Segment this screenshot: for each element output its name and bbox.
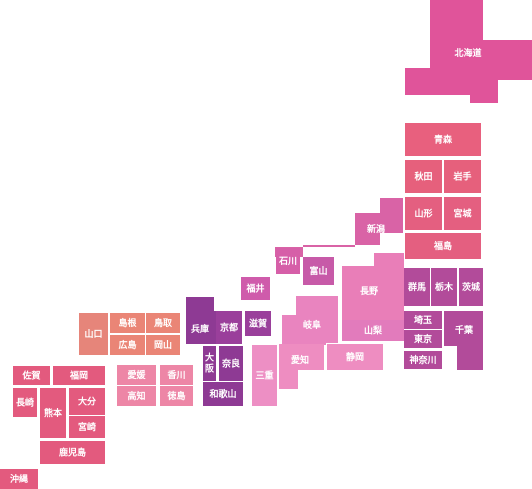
prefecture-label-nagano: 長野 <box>360 286 378 297</box>
prefecture-label-yamanashi: 山梨 <box>364 325 383 337</box>
prefecture-saitama[interactable] <box>404 311 442 329</box>
prefecture-saga[interactable] <box>13 366 50 385</box>
prefecture-miyagi[interactable] <box>444 197 481 230</box>
prefecture-tochigi[interactable] <box>431 268 457 306</box>
prefecture-kumamoto[interactable] <box>40 388 66 438</box>
prefecture-label-fukushima: 福島 <box>433 240 452 252</box>
prefecture-label-akita: 秋田 <box>413 171 432 183</box>
prefecture-label-hokkaido: 北海道 <box>454 47 481 59</box>
prefecture-label-tottori: 鳥取 <box>154 317 173 329</box>
prefecture-ibaraki[interactable] <box>459 268 483 306</box>
prefecture-label-oita: 大分 <box>78 396 96 408</box>
prefecture-kanagawa[interactable] <box>404 351 442 369</box>
prefecture-gifu[interactable] <box>282 296 338 345</box>
prefecture-iwate[interactable] <box>444 160 481 193</box>
prefecture-label-iwate: 岩手 <box>452 171 471 183</box>
prefecture-ishikawa[interactable] <box>276 248 300 274</box>
prefecture-label-mie: 三重 <box>255 370 273 382</box>
prefecture-label-aichi: 愛知 <box>291 354 309 366</box>
prefecture-label-gunma: 群馬 <box>407 281 426 293</box>
prefecture-oita[interactable] <box>69 388 105 415</box>
prefecture-nagasaki[interactable] <box>13 388 37 417</box>
prefecture-nagano[interactable] <box>342 253 404 320</box>
prefecture-label-yamagata: 山形 <box>414 208 432 220</box>
prefecture-label-shimane: 島根 <box>118 317 137 329</box>
prefecture-label-shizuoka: 静岡 <box>346 351 364 363</box>
prefecture-label-miyazaki: 宮崎 <box>78 421 96 433</box>
prefecture-tokushima[interactable] <box>160 386 193 406</box>
prefecture-kagoshima[interactable] <box>40 441 105 464</box>
prefecture-hokkaido[interactable] <box>405 0 532 103</box>
prefecture-label-okayama: 岡山 <box>154 339 172 351</box>
prefecture-label-ishikawa: 石川 <box>278 256 297 267</box>
prefecture-shiga[interactable] <box>245 311 271 336</box>
prefecture-tokyo[interactable] <box>404 330 442 348</box>
prefecture-label-kochi: 高知 <box>127 390 145 402</box>
prefecture-fukushima[interactable] <box>405 233 481 259</box>
prefecture-label-niigata: 新潟 <box>367 223 385 235</box>
prefecture-label-tokushima: 徳島 <box>166 390 185 402</box>
prefecture-label-wakayama: 和歌山 <box>208 388 236 400</box>
prefecture-label-kagawa: 香川 <box>166 369 185 381</box>
prefecture-label-aomori: 青森 <box>434 134 453 146</box>
prefecture-fukuoka[interactable] <box>53 366 105 385</box>
prefecture-yamaguchi[interactable] <box>79 313 108 355</box>
prefecture-toyama[interactable] <box>303 257 334 285</box>
prefecture-osaka[interactable] <box>203 346 216 381</box>
prefecture-gunma[interactable] <box>404 268 430 306</box>
prefecture-label-tochigi: 栃木 <box>435 281 454 293</box>
prefecture-wakayama[interactable] <box>203 382 243 406</box>
prefecture-label-kanagawa: 神奈川 <box>409 354 436 366</box>
prefecture-hiroshima[interactable] <box>110 335 145 355</box>
prefecture-label-ibaraki: 茨城 <box>462 281 480 293</box>
prefecture-label-shiga: 滋賀 <box>249 318 267 330</box>
prefecture-okinawa[interactable] <box>0 469 38 489</box>
prefecture-label-nagasaki: 長崎 <box>16 397 34 409</box>
prefecture-label-saga: 佐賀 <box>21 370 40 382</box>
prefecture-shimane[interactable] <box>110 313 145 333</box>
prefecture-fukui[interactable] <box>241 277 270 300</box>
prefecture-hyogo[interactable] <box>186 297 216 344</box>
prefecture-label-miyagi: 宮城 <box>453 208 471 220</box>
prefecture-label-hyogo: 兵庫 <box>191 323 209 335</box>
prefecture-aichi[interactable] <box>279 344 324 389</box>
prefecture-miyazaki[interactable] <box>69 416 105 438</box>
prefecture-label-fukui: 福井 <box>245 283 264 295</box>
prefecture-label-saitama: 埼玉 <box>414 314 432 326</box>
prefecture-label-fukuoka: 福岡 <box>69 370 88 382</box>
prefecture-aomori[interactable] <box>405 123 481 156</box>
prefecture-label-gifu: 岐阜 <box>303 319 321 331</box>
prefecture-label-osaka: 大阪 <box>205 352 215 375</box>
prefecture-kochi[interactable] <box>117 386 156 406</box>
prefecture-yamagata[interactable] <box>405 197 442 230</box>
prefecture-nara[interactable] <box>219 346 243 381</box>
prefecture-akita[interactable] <box>405 160 442 193</box>
prefecture-shizuoka[interactable] <box>327 344 383 370</box>
prefecture-label-kagoshima: 鹿児島 <box>58 447 86 459</box>
prefecture-label-kumamoto: 熊本 <box>44 407 63 419</box>
prefecture-mie[interactable] <box>252 345 277 406</box>
prefecture-label-hiroshima: 広島 <box>118 339 136 351</box>
prefecture-okayama[interactable] <box>146 335 180 355</box>
prefecture-label-yamaguchi: 山口 <box>84 328 102 340</box>
prefecture-tottori[interactable] <box>146 313 180 333</box>
prefecture-label-nara: 奈良 <box>221 358 240 370</box>
prefecture-chiba[interactable] <box>444 311 483 370</box>
prefecture-kyoto[interactable] <box>216 311 242 344</box>
prefecture-kagawa[interactable] <box>160 365 193 385</box>
prefecture-label-toyama: 富山 <box>309 265 327 277</box>
prefecture-label-kyoto: 京都 <box>220 322 238 334</box>
prefecture-label-chiba: 千葉 <box>455 324 474 336</box>
prefecture-label-ehime: 愛媛 <box>127 369 146 381</box>
prefecture-label-tokyo: 東京 <box>414 333 432 345</box>
prefecture-label-okinawa: 沖縄 <box>10 473 28 485</box>
prefecture-yamanashi[interactable] <box>342 320 404 341</box>
prefecture-niigata[interactable] <box>275 198 403 257</box>
prefecture-ehime[interactable] <box>117 365 156 385</box>
